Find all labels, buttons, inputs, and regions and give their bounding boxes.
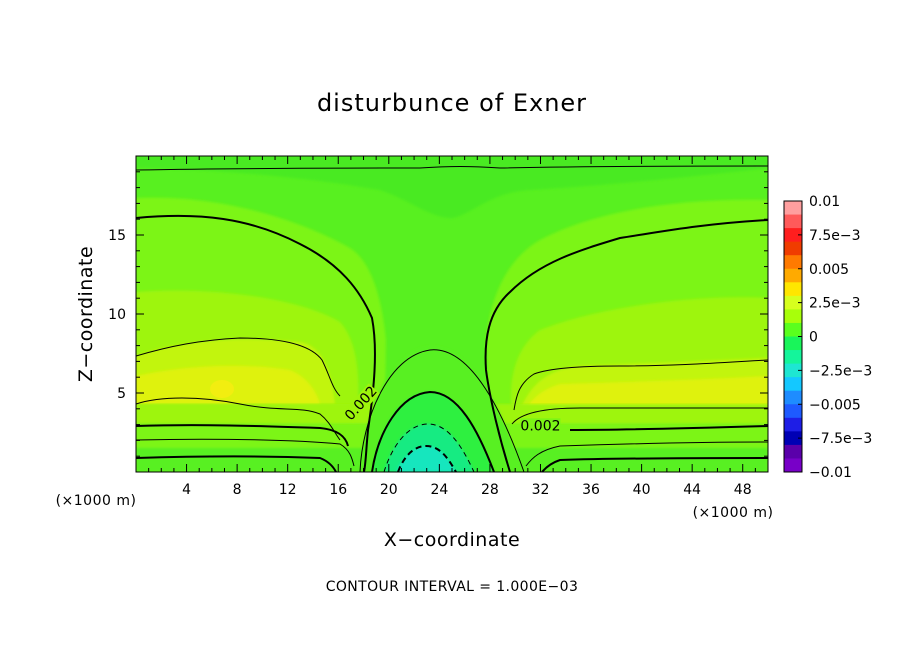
contour-line-thick	[541, 457, 768, 472]
x-tick-label: 24	[430, 482, 448, 498]
colorbar: 0.01 7.5e−3 0.005 2.5e−3 0 −2.5e−3 −0.005 −7.5e…	[783, 194, 872, 481]
colorbar-swatch	[784, 417, 802, 432]
x-tick-label: 8	[233, 482, 242, 498]
colorbar-label: 0.01	[809, 194, 840, 210]
x-axis: 4 8 12 16 20 24 28 32 36 40 44 48	[148, 156, 756, 498]
colorbar-swatch	[784, 228, 802, 243]
contour-line-thick	[136, 455, 337, 472]
contour-label-group: 0.002	[520, 418, 561, 434]
x-tick-label: 36	[582, 482, 600, 498]
colorbar-swatch	[784, 201, 802, 216]
contour-label-bg	[341, 383, 380, 424]
colorbar-swatch	[784, 214, 802, 229]
colorbar-label: −0.01	[809, 465, 852, 481]
x-tick-label: 28	[481, 482, 499, 498]
contour-line	[136, 337, 341, 397]
colorbar-swatch	[784, 295, 802, 310]
contour-line	[136, 397, 341, 441]
colorbar-label: 7.5e−3	[809, 228, 861, 244]
contour-lines	[136, 165, 768, 472]
contour-label-bg	[520, 418, 561, 434]
x-axis-label: X−coordinate	[384, 529, 520, 551]
y-tick-label: 5	[117, 386, 126, 402]
contour-line	[513, 359, 768, 411]
contour-label: 0.002	[520, 418, 560, 434]
contour-interval-note: CONTOUR INTERVAL = 1.000E−03	[326, 579, 579, 595]
colorbar-swatch	[784, 431, 802, 446]
colorbar-swatch	[784, 255, 802, 270]
x-tick-label: 44	[683, 482, 701, 498]
chart-title: disturbunce of Exner	[317, 89, 587, 117]
colorbar-label: 2.5e−3	[809, 296, 861, 312]
colorbar-swatch	[784, 390, 802, 405]
contour-line-thick	[136, 424, 349, 447]
contour-line-thick	[371, 390, 495, 472]
colorbar-swatch	[784, 241, 802, 256]
colorbar-swatch	[784, 309, 802, 324]
x-tick-label: 20	[380, 482, 398, 498]
contour-line-dashed	[397, 444, 457, 472]
colorbar-swatch	[784, 458, 802, 473]
colorbar-swatch	[784, 363, 802, 378]
x-tick-label: 48	[734, 482, 752, 498]
fill-band-top	[136, 156, 768, 218]
colorbar-label: 0.005	[809, 262, 849, 278]
colorbar-swatch	[784, 404, 802, 419]
contour-line	[511, 407, 768, 425]
x-tick-label: 32	[532, 482, 550, 498]
x-tick-label: 12	[279, 482, 297, 498]
contour-line	[136, 438, 355, 467]
colorbar-label: −0.005	[809, 397, 861, 413]
x-tick-label: 16	[329, 482, 347, 498]
contour-line-thick	[136, 214, 376, 472]
x-tick-label: 40	[633, 482, 651, 498]
contour-line-thick	[569, 425, 768, 431]
y-axis-label: Z−coordinate	[75, 246, 97, 382]
colorbar-label: −2.5e−3	[809, 363, 872, 379]
colorbar-swatch	[784, 377, 802, 392]
colorbar-label: 0	[809, 330, 818, 346]
colorbar-swatch	[784, 444, 802, 459]
x-axis-unit-right: (×1000 m)	[693, 505, 774, 521]
colorbar-swatch	[784, 268, 802, 283]
x-axis-unit-left: (×1000 m)	[56, 493, 137, 509]
colorbar-swatch	[784, 282, 802, 297]
contour-line	[136, 165, 768, 171]
contour-line	[525, 441, 768, 467]
y-tick-label: 10	[108, 307, 126, 323]
x-tick-label: 4	[182, 482, 191, 498]
fill-spot-max	[210, 380, 234, 398]
colorbar-swatch	[784, 336, 802, 351]
colorbar-label: −7.5e−3	[809, 431, 872, 447]
contour-line	[359, 349, 525, 472]
y-axis: 5 10 15	[108, 171, 768, 457]
fill-band-4-right	[528, 376, 768, 406]
y-tick-label: 15	[108, 228, 126, 244]
colorbar-swatch	[784, 350, 802, 365]
colorbar-swatch	[784, 322, 802, 337]
